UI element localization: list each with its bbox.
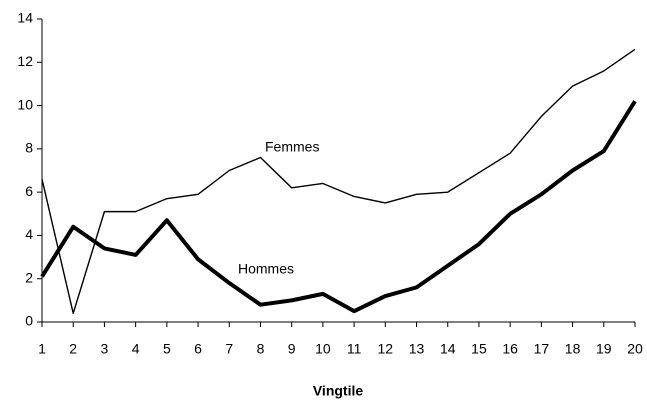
y-tick-label: 14 [17, 10, 33, 26]
y-tick-label: 8 [25, 140, 33, 156]
y-tick-label: 2 [25, 269, 33, 285]
x-tick-label: 13 [409, 341, 425, 357]
series-label: Hommes [238, 261, 294, 277]
x-axis-label: Vingtile [313, 383, 364, 399]
x-tick-label: 11 [347, 341, 362, 357]
y-tick-label: 12 [17, 53, 33, 69]
x-tick-label: 10 [315, 341, 331, 357]
y-tick-label: 10 [17, 96, 33, 112]
series-label: Femmes [265, 139, 319, 155]
x-tick-label: 17 [534, 341, 550, 357]
y-tick-label: 6 [25, 183, 33, 199]
x-tick-label: 8 [257, 341, 265, 357]
series-line [40, 100, 637, 314]
x-tick-label: 20 [627, 341, 643, 357]
x-tick-label: 16 [502, 341, 518, 357]
x-tick-label: 4 [132, 341, 140, 357]
x-tick-label: 1 [38, 341, 46, 357]
x-tick-label: 14 [440, 341, 456, 357]
y-tick-label: 0 [25, 313, 33, 329]
x-tick-label: 7 [225, 341, 233, 357]
x-tick-label: 6 [194, 341, 202, 357]
x-tick-label: 5 [163, 341, 171, 357]
x-tick-label: 9 [288, 341, 296, 357]
x-tick-label: 12 [378, 341, 394, 357]
x-tick-label: 15 [471, 341, 487, 357]
x-tick-label: 18 [565, 341, 581, 357]
x-tick-label: 19 [596, 341, 612, 357]
x-tick-label: 3 [101, 341, 109, 357]
y-tick-label: 4 [25, 226, 33, 242]
series-line [41, 48, 636, 315]
x-tick-label: 2 [69, 341, 77, 357]
